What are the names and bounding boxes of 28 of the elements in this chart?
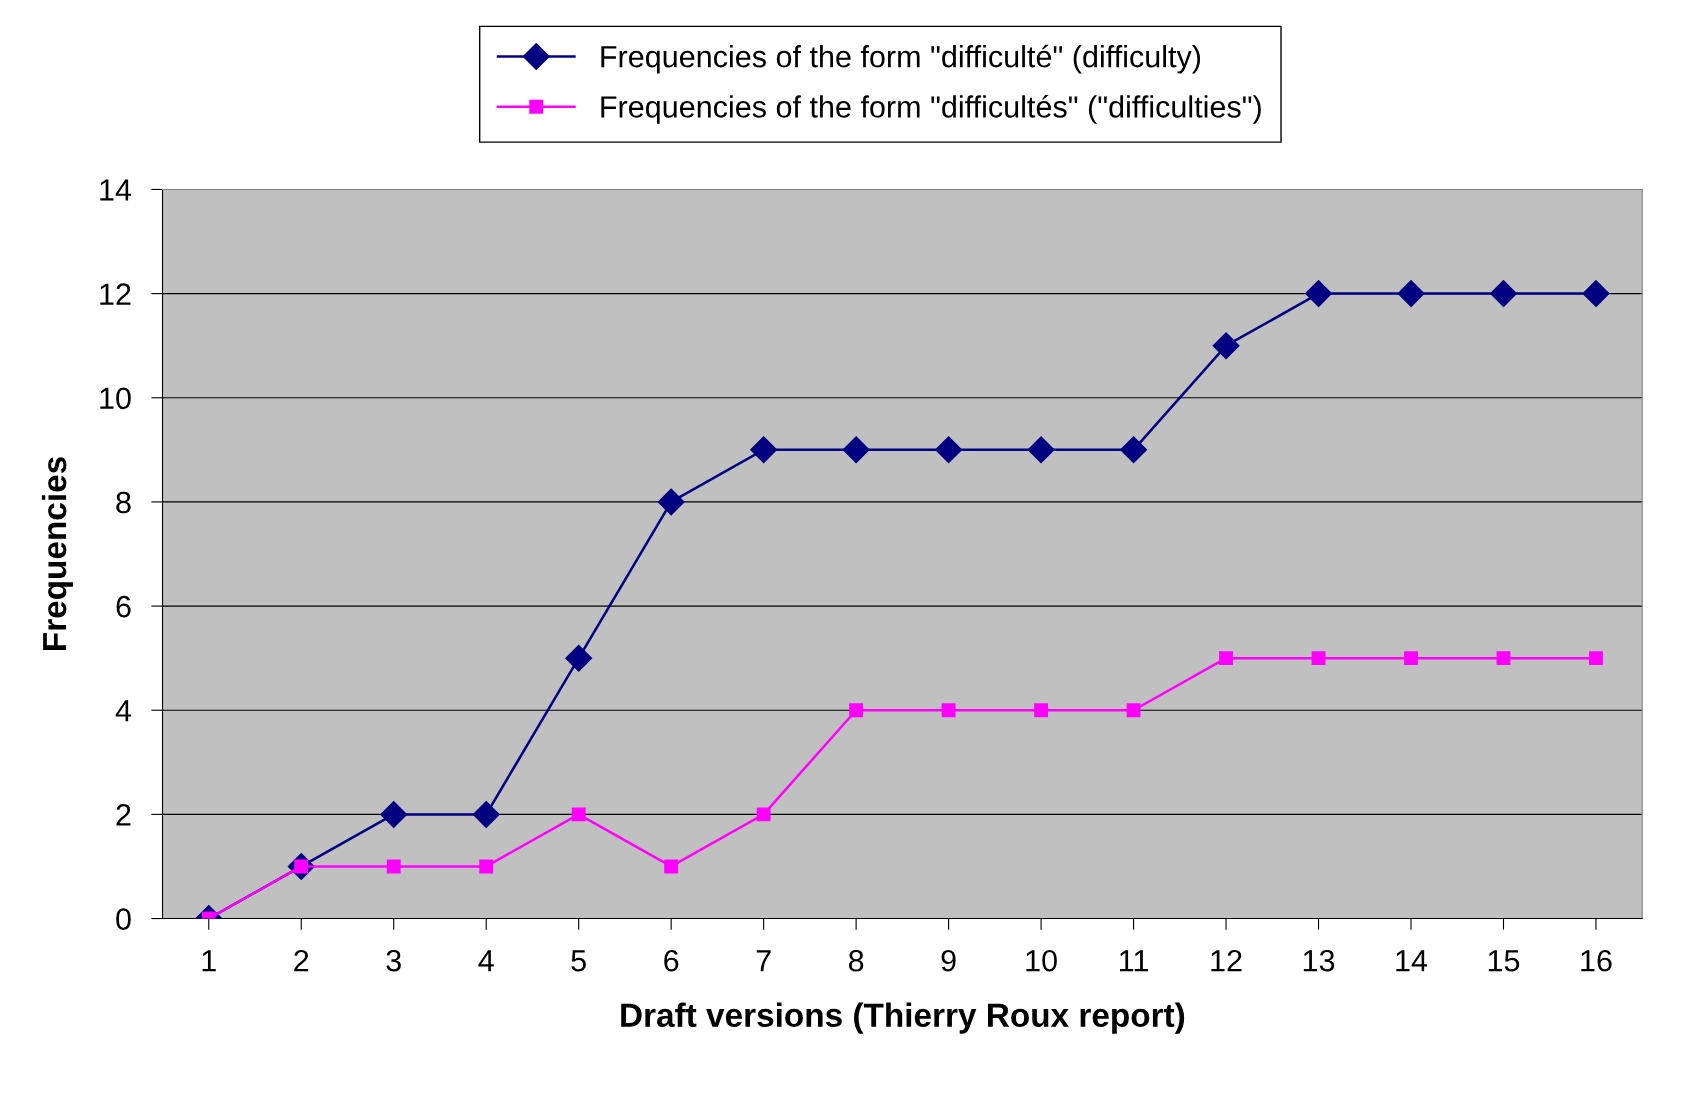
x-tick-label: 6 [664, 949, 679, 972]
x-tick-label: 8 [848, 949, 864, 972]
x-tick-label: 11 [1120, 950, 1148, 972]
y-tick-label: 2 [116, 804, 131, 826]
x-tick-label: 14 [1396, 950, 1428, 972]
y-tick-label: 0 [116, 908, 131, 930]
x-tick-label: 5 [571, 950, 586, 972]
x-tick-label: 10 [1026, 949, 1057, 972]
y-tick-label: 12 [100, 283, 131, 305]
x-tick-label: 2 [294, 949, 309, 972]
x-tick-label: 7 [756, 950, 771, 972]
x-tick-label: 12 [1211, 949, 1242, 972]
y-tick-label: 4 [115, 700, 132, 722]
x-tick-label: 9 [941, 949, 956, 972]
legend-label: Frequencies of the form "difficultés" ("difficulties") [601, 94, 1261, 124]
x-tick-label: 13 [1303, 949, 1335, 972]
y-tick-label: 14 [100, 179, 132, 201]
y-tick-label: 6 [116, 595, 131, 618]
legend-label: Frequencies of the form "difficulté" (difficulty) [601, 44, 1201, 74]
y-tick-label: 8 [116, 491, 131, 514]
x-tick-label: 15 [1488, 950, 1520, 972]
y-tick-label: 10 [100, 387, 131, 410]
x-axis-title: Draft versions (Thierry Roux report) [621, 1002, 1185, 1034]
x-tick-label: 3 [386, 949, 401, 972]
x-tick-label: 4 [478, 950, 494, 972]
y-axis-title: Frequencies [41, 457, 73, 650]
x-tick-label: 16 [1581, 949, 1612, 972]
x-tick-label: 1 [202, 950, 216, 972]
